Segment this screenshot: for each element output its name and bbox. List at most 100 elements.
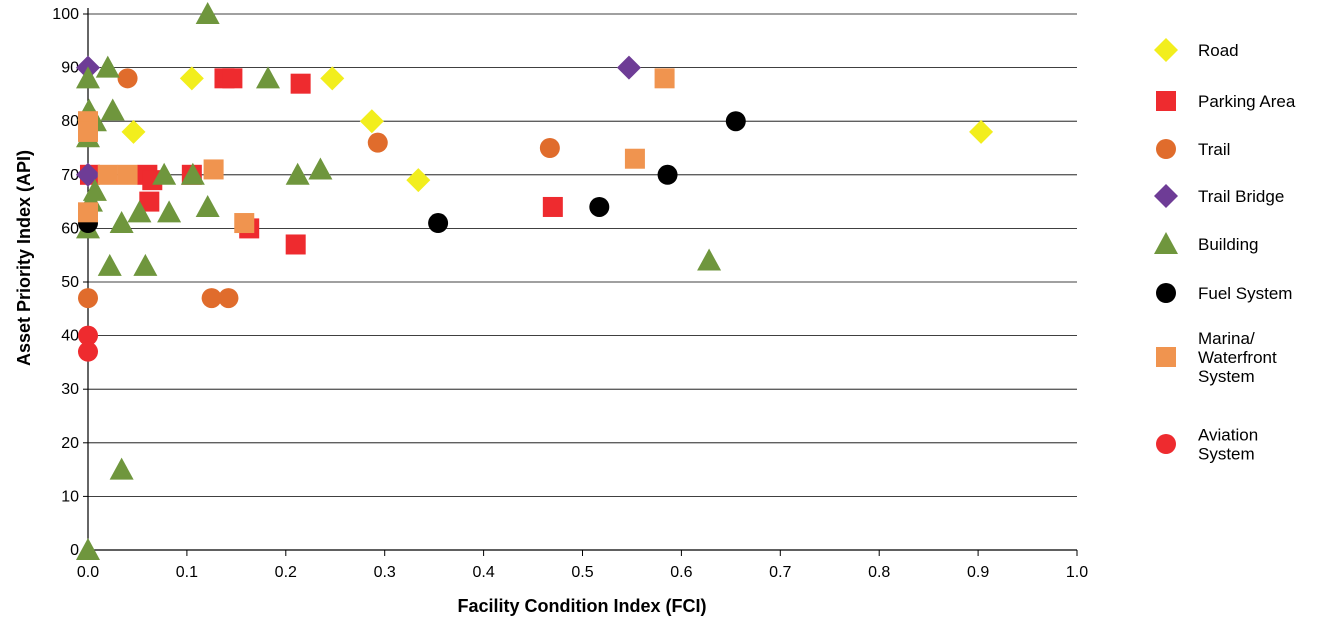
y-axis-title: Asset Priority Index (API)	[14, 150, 34, 366]
legend-item-aviation-system: Aviation System	[1156, 426, 1258, 464]
x-tick-label: 0.7	[769, 564, 791, 581]
legend-label-parking-area: Parking Area	[1198, 92, 1296, 111]
data-point-trail	[218, 288, 239, 309]
data-point-building	[127, 200, 152, 223]
series-trail	[78, 68, 560, 309]
legend-marker-trail-bridge	[1154, 184, 1178, 208]
data-point-marina-waterfront-system	[117, 164, 138, 185]
x-tick-label: 0.8	[868, 564, 890, 581]
series-fuel-system	[78, 111, 746, 234]
y-tick-label: 60	[61, 220, 79, 237]
data-point-marina-waterfront-system	[624, 148, 645, 169]
data-point-building	[308, 157, 333, 180]
data-point-marina-waterfront-system	[203, 159, 224, 180]
data-point-aviation-system	[78, 325, 98, 346]
data-point-road	[969, 119, 994, 144]
data-point-marina-waterfront-system	[78, 121, 98, 142]
data-point-building	[152, 162, 177, 185]
legend-label-marina-waterfront-system: Marina/Waterfront System	[1198, 329, 1277, 386]
y-tick-label: 90	[61, 60, 79, 77]
x-tick-label: 0.5	[571, 564, 593, 581]
legend-label-road: Road	[1198, 41, 1239, 60]
data-point-trail	[117, 68, 138, 89]
data-point-building	[100, 98, 125, 121]
data-point-parking-area	[285, 234, 306, 255]
legend-label-building: Building	[1198, 235, 1259, 254]
data-point-fuel-system	[657, 164, 678, 185]
legend-item-trail-bridge: Trail Bridge	[1154, 184, 1284, 208]
y-tick-label: 0	[70, 542, 79, 559]
y-tick-label: 50	[61, 274, 79, 291]
data-point-building	[195, 2, 220, 24]
data-point-parking-area	[290, 73, 311, 94]
data-point-marina-waterfront-system	[234, 213, 255, 234]
legend-item-parking-area: Parking Area	[1156, 91, 1296, 111]
data-point-trail	[367, 132, 388, 153]
data-point-fuel-system	[589, 196, 610, 217]
tick-labels: 0 10 20 30 40 50 60 70 80 90 100 0.0 0.1 0.2 0.3 0.4 0.5…	[52, 6, 1088, 581]
data-point-building	[157, 200, 182, 223]
data-point-marina-waterfront-system	[78, 202, 98, 223]
data-point-road	[179, 66, 204, 91]
data-point-building	[76, 66, 100, 89]
legend-item-fuel-system: Fuel System	[1156, 283, 1292, 303]
data-point-trail	[78, 288, 98, 309]
legend-item-road: Road	[1154, 38, 1239, 62]
y-tick-label: 40	[61, 328, 79, 345]
data-point-marina-waterfront-system	[97, 164, 118, 185]
x-tick-label: 1.0	[1066, 564, 1088, 581]
legend-item-building: Building	[1154, 232, 1259, 254]
legend-item-marina-waterfront-system: Marina/Waterfront System	[1156, 329, 1277, 386]
legend-label-aviation-system: Aviation System	[1198, 426, 1258, 464]
data-point-building	[285, 162, 310, 185]
x-tick-label: 0.6	[670, 564, 692, 581]
data-point-parking-area	[542, 196, 563, 217]
data-point-building	[255, 66, 280, 89]
data-points	[76, 2, 994, 560]
data-point-aviation-system	[78, 341, 98, 362]
legend-marker-aviation-system	[1156, 434, 1176, 454]
data-point-parking-area	[222, 68, 243, 89]
x-tick-label: 0.0	[77, 564, 99, 581]
y-tick-label: 80	[61, 113, 79, 130]
data-point-trail	[539, 138, 560, 158]
series-marina-waterfront-system	[78, 68, 675, 234]
data-point-trail	[201, 288, 222, 309]
series-aviation-system	[78, 325, 98, 362]
legend-marker-building	[1154, 232, 1178, 254]
data-point-marina-waterfront-system	[654, 68, 675, 89]
data-point-fuel-system	[428, 213, 449, 234]
data-point-road	[320, 66, 345, 91]
data-point-fuel-system	[725, 111, 746, 132]
x-axis-title: Facility Condition Index (FCI)	[458, 596, 707, 616]
legend-item-trail: Trail	[1156, 139, 1230, 159]
series-building	[76, 2, 722, 560]
y-tick-label: 70	[61, 167, 79, 184]
x-tick-label: 0.3	[374, 564, 396, 581]
data-point-building	[697, 248, 722, 271]
data-point-building	[97, 253, 122, 276]
legend-label-trail: Trail	[1198, 140, 1230, 159]
data-point-road	[121, 119, 146, 144]
data-point-trail-bridge	[616, 55, 641, 80]
y-tick-label: 10	[61, 488, 79, 505]
legend-marker-parking-area	[1156, 91, 1176, 111]
y-tick-label: 20	[61, 435, 79, 452]
legend-marker-marina-waterfront-system	[1156, 347, 1176, 367]
data-point-building	[195, 194, 220, 217]
data-point-building	[76, 538, 100, 560]
legend-marker-road	[1154, 38, 1178, 62]
x-tick-label: 0.1	[176, 564, 198, 581]
legend-marker-fuel-system	[1156, 283, 1176, 303]
y-tick-label: 30	[61, 381, 79, 398]
legend-marker-trail	[1156, 139, 1176, 159]
data-point-building	[109, 211, 134, 234]
data-point-parking-area	[139, 191, 160, 212]
data-point-parking-area	[142, 170, 163, 191]
legend-label-fuel-system: Fuel System	[1198, 284, 1292, 303]
legend-label-trail-bridge: Trail Bridge	[1198, 187, 1284, 206]
data-point-building	[109, 457, 134, 480]
x-tick-label: 0.2	[275, 564, 297, 581]
